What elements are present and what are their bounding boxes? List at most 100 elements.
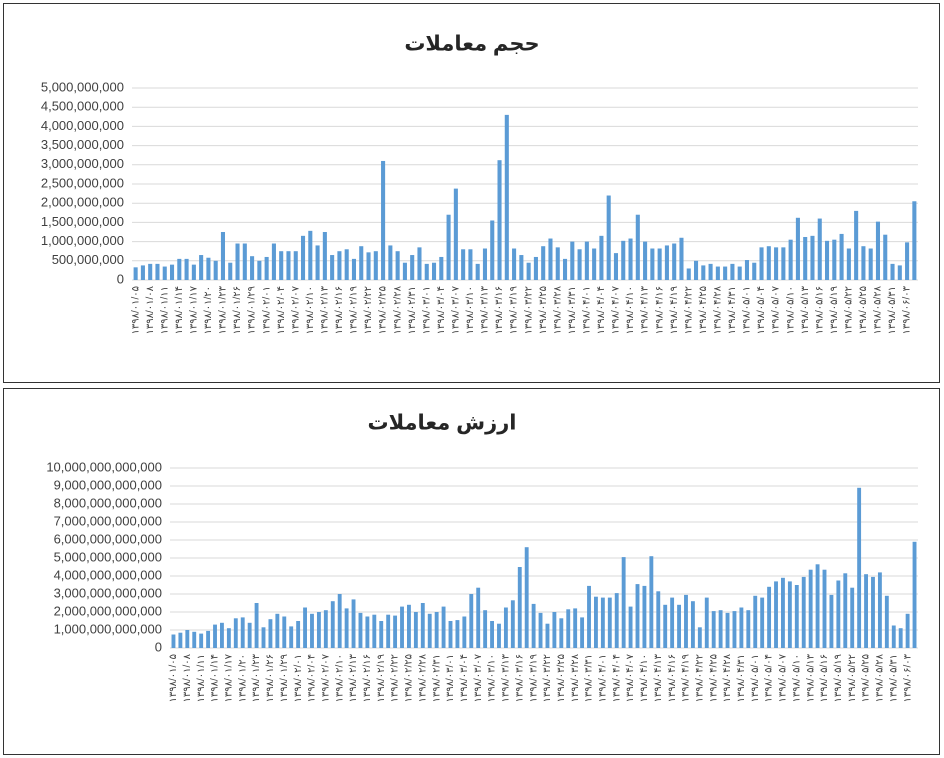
bar bbox=[206, 630, 211, 648]
y-tick-label: 0 bbox=[155, 639, 162, 654]
chart-title: ارزش معاملات bbox=[368, 412, 517, 435]
bar bbox=[439, 256, 444, 280]
bar bbox=[857, 487, 862, 648]
bar bbox=[868, 248, 873, 280]
x-tick-label: ۱۳۹۸/۰۴/۲۵ bbox=[708, 654, 719, 703]
bar bbox=[679, 237, 684, 280]
bar bbox=[330, 601, 335, 648]
bar bbox=[303, 607, 307, 648]
bar bbox=[240, 617, 245, 648]
bar bbox=[402, 262, 407, 280]
x-tick-label: ۱۳۹۸/۰۵/۳۱ bbox=[888, 654, 899, 703]
bar bbox=[365, 616, 370, 648]
bar bbox=[213, 260, 218, 280]
x-tick-label: ۱۳۹۸/۰۲/۲۲ bbox=[363, 286, 374, 335]
bar bbox=[344, 608, 349, 648]
x-tick-label: ۱۳۹۸/۰۲/۰۱ bbox=[261, 286, 272, 335]
bar bbox=[148, 263, 153, 280]
x-tick-label: ۱۳۹۸/۰۴/۲۸ bbox=[722, 653, 733, 702]
x-tick-label: ۱۳۹۸/۰۳/۱۰ bbox=[487, 654, 498, 703]
bar bbox=[268, 619, 273, 648]
bar bbox=[864, 574, 868, 648]
bar bbox=[594, 596, 598, 648]
x-tick-label: ۱۳۹۸/۰۱/۱۷ bbox=[189, 285, 200, 334]
bar bbox=[308, 230, 313, 280]
bar bbox=[286, 251, 291, 280]
x-tick-label: ۱۳۹۸/۰۴/۲۲ bbox=[694, 654, 705, 703]
bar bbox=[781, 247, 786, 280]
y-tick-label: 7,000,000,000,000 bbox=[54, 513, 162, 528]
bar bbox=[427, 613, 432, 648]
bar bbox=[541, 246, 546, 280]
bar bbox=[832, 239, 837, 280]
bar bbox=[497, 160, 502, 280]
bar bbox=[715, 266, 720, 280]
x-tick-label: ۱۳۹۸/۰۵/۱۳ bbox=[800, 285, 811, 334]
bar bbox=[461, 249, 466, 280]
bar bbox=[803, 236, 808, 280]
bar bbox=[344, 249, 349, 280]
bar bbox=[247, 622, 252, 648]
x-tick-label: ۱۳۹۸/۰۵/۲۵ bbox=[861, 654, 872, 703]
x-tick-label: ۱۳۹۸/۰۱/۲۰ bbox=[237, 654, 248, 703]
x-tick-label: ۱۳۹۸/۰۶/۰۳ bbox=[902, 653, 913, 702]
y-tick-label: 4,500,000,000 bbox=[41, 99, 124, 114]
x-tick-label: ۱۳۹۸/۰۵/۲۲ bbox=[844, 286, 855, 335]
bar bbox=[656, 591, 661, 648]
panel bbox=[3, 3, 940, 383]
bar bbox=[670, 597, 675, 648]
bar bbox=[233, 618, 238, 648]
bar bbox=[538, 612, 543, 648]
bar bbox=[607, 597, 612, 648]
y-tick-label: 3,500,000,000 bbox=[41, 137, 124, 152]
bar bbox=[300, 235, 306, 280]
bar bbox=[162, 266, 167, 280]
y-tick-label: 2,000,000,000 bbox=[41, 195, 124, 210]
bar bbox=[854, 210, 859, 280]
bar bbox=[693, 260, 699, 280]
bar bbox=[753, 595, 758, 648]
bar bbox=[635, 584, 640, 648]
y-tick-label: 1,000,000,000 bbox=[41, 233, 124, 248]
x-tick-label: ۱۳۹۸/۰۲/۱۹ bbox=[376, 654, 387, 703]
bar bbox=[413, 612, 418, 648]
x-tick-label: ۱۳۹۸/۰۳/۰۷ bbox=[451, 285, 462, 334]
y-tick-label: 4,000,000,000 bbox=[41, 118, 124, 133]
bar bbox=[701, 265, 706, 280]
bar bbox=[562, 258, 568, 280]
bar bbox=[316, 612, 321, 648]
bar bbox=[592, 248, 597, 280]
bar bbox=[279, 251, 284, 280]
bar bbox=[379, 621, 384, 648]
bar bbox=[884, 595, 889, 648]
x-tick-label: ۱۳۹۸/۰۳/۱۳ bbox=[480, 285, 491, 334]
x-tick-label: ۱۳۹۸/۰۴/۲۵ bbox=[698, 286, 709, 335]
bar bbox=[817, 218, 822, 280]
bar bbox=[448, 621, 453, 648]
x-tick-label: ۱۳۹۸/۰۳/۰۱ bbox=[445, 654, 456, 703]
x-tick-label: ۱۳۹۸/۰۱/۲۹ bbox=[247, 286, 258, 335]
bar bbox=[483, 610, 488, 648]
bar bbox=[289, 626, 294, 648]
y-tick-label: 3,000,000,000,000 bbox=[54, 585, 162, 600]
bar bbox=[690, 601, 695, 648]
bar bbox=[358, 612, 363, 648]
bar bbox=[663, 604, 668, 648]
y-tick-label: 2,500,000,000 bbox=[41, 175, 124, 190]
x-tick-label: ۱۳۹۸/۰۲/۱۳ bbox=[348, 653, 359, 702]
y-tick-label: 5,000,000,000,000 bbox=[54, 549, 162, 564]
x-tick-label: ۱۳۹۸/۰۱/۰۵ bbox=[168, 654, 179, 703]
x-tick-label: ۱۳۹۸/۰۴/۱۶ bbox=[654, 286, 665, 335]
bar bbox=[839, 233, 844, 280]
x-tick-label: ۱۳۹۸/۰۳/۱۶ bbox=[514, 654, 525, 703]
bar bbox=[752, 262, 757, 280]
bar bbox=[533, 256, 538, 280]
bar bbox=[732, 611, 737, 648]
bar bbox=[373, 251, 378, 280]
panel bbox=[3, 388, 940, 755]
bar bbox=[739, 607, 744, 648]
bar bbox=[545, 623, 550, 648]
bar bbox=[206, 257, 211, 280]
x-tick-label: ۱۳۹۸/۰۵/۰۱ bbox=[742, 286, 753, 335]
